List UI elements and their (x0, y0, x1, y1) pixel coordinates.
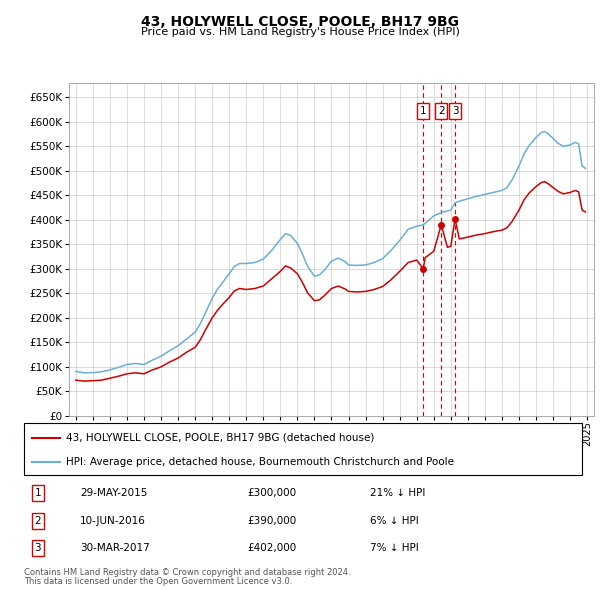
Text: 3: 3 (452, 106, 458, 116)
Text: Price paid vs. HM Land Registry's House Price Index (HPI): Price paid vs. HM Land Registry's House … (140, 27, 460, 37)
Text: 29-MAY-2015: 29-MAY-2015 (80, 489, 147, 499)
Text: 2: 2 (35, 516, 41, 526)
Text: Contains HM Land Registry data © Crown copyright and database right 2024.: Contains HM Land Registry data © Crown c… (24, 568, 350, 576)
Text: 2: 2 (438, 106, 445, 116)
Text: 3: 3 (35, 543, 41, 553)
Text: 6% ↓ HPI: 6% ↓ HPI (370, 516, 419, 526)
Text: £300,000: £300,000 (247, 489, 296, 499)
Text: This data is licensed under the Open Government Licence v3.0.: This data is licensed under the Open Gov… (24, 577, 292, 586)
Text: 43, HOLYWELL CLOSE, POOLE, BH17 9BG: 43, HOLYWELL CLOSE, POOLE, BH17 9BG (141, 15, 459, 29)
Text: 1: 1 (35, 489, 41, 499)
Text: 30-MAR-2017: 30-MAR-2017 (80, 543, 149, 553)
Text: 1: 1 (420, 106, 427, 116)
Text: 21% ↓ HPI: 21% ↓ HPI (370, 489, 425, 499)
Text: £402,000: £402,000 (247, 543, 296, 553)
Text: 43, HOLYWELL CLOSE, POOLE, BH17 9BG (detached house): 43, HOLYWELL CLOSE, POOLE, BH17 9BG (det… (66, 432, 374, 442)
Text: 7% ↓ HPI: 7% ↓ HPI (370, 543, 419, 553)
Text: 10-JUN-2016: 10-JUN-2016 (80, 516, 146, 526)
Text: HPI: Average price, detached house, Bournemouth Christchurch and Poole: HPI: Average price, detached house, Bour… (66, 457, 454, 467)
Text: £390,000: £390,000 (247, 516, 296, 526)
